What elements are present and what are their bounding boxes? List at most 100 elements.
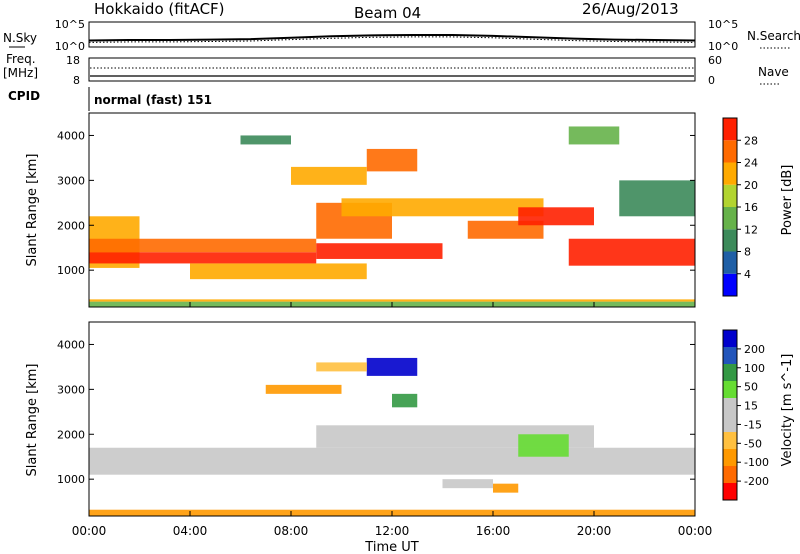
- colorbar-segment: [723, 483, 737, 500]
- scatter-band: [316, 243, 443, 259]
- colorbar-segment: [723, 330, 737, 347]
- colorbar-segment: [723, 162, 737, 185]
- x-axis-ticks: 00:00 04:00 08:00 12:00 16:00 20:00 00:00: [72, 302, 713, 538]
- noise-left-label: N.Sky: [3, 31, 37, 45]
- y-tick-label: 1000: [57, 473, 85, 486]
- noise-right-tick-high: 10^5: [708, 18, 738, 31]
- y-tick-label: 4000: [57, 338, 85, 351]
- noise-right-label: N.Search: [747, 29, 800, 43]
- cpid-panel: CPID normal (fast) 151: [8, 87, 212, 111]
- velocity-colorbar-label: Velocity [m s^-1]: [780, 354, 795, 467]
- scatter-band: [89, 447, 695, 475]
- colorbar-tick-label: -200: [744, 475, 769, 488]
- scatter-band: [366, 357, 418, 376]
- freq-right-tick-low: 0: [708, 74, 715, 87]
- colorbar-segment: [723, 466, 737, 483]
- colorbar-tick-label: 200: [744, 343, 765, 356]
- y-tick-label: 3000: [57, 383, 85, 396]
- freq-right-label: Nave: [758, 65, 789, 79]
- noise-trace: [88, 34, 696, 43]
- scatter-band: [291, 166, 367, 185]
- scatter-band: [392, 393, 418, 408]
- scatter-band: [493, 483, 519, 493]
- power-colorbar-label: Power [dB]: [780, 165, 795, 236]
- colorbar-segment: [723, 118, 737, 141]
- x-tick-label: 00:00: [678, 524, 713, 538]
- colorbar-segment: [723, 347, 737, 364]
- scatter-band: [240, 135, 291, 145]
- freq-left-label-1: Freq.: [6, 52, 36, 66]
- station-title: Hokkaido (fitACF): [94, 0, 225, 18]
- freq-panel: Freq. [MHz] 18 8 60 0 Nave: [3, 52, 789, 87]
- colorbar-segment: [723, 432, 737, 449]
- noise-panel-frame: [88, 21, 696, 48]
- scatter-band: [190, 263, 367, 280]
- x-tick-label: 16:00: [476, 524, 511, 538]
- scatter-band: [366, 148, 418, 172]
- colorbar-tick-label: 24: [744, 157, 758, 170]
- x-tick-label: 12:00: [375, 524, 410, 538]
- date-title: 26/Aug/2013: [582, 0, 679, 18]
- colorbar-segment: [723, 207, 737, 230]
- x-tick-label: 00:00: [72, 524, 107, 538]
- noise-left-tick-high: 10^5: [55, 18, 85, 31]
- freq-left-tick-high: 18: [66, 54, 80, 67]
- scatter-band: [89, 238, 317, 253]
- colorbar-tick-label: 50: [744, 381, 758, 394]
- y-tick-label: 4000: [57, 129, 85, 142]
- velocity-colorbar: 200 100 50 15 -15 -50 -100 -200: [722, 329, 769, 501]
- colorbar-segment: [723, 381, 737, 398]
- scatter-band: [619, 180, 695, 217]
- y-tick-label: 2000: [57, 428, 85, 441]
- colorbar-segment: [723, 364, 737, 381]
- power-colorbar: 4 8 12 16 20 24 28: [722, 117, 758, 297]
- colorbar-segment: [723, 229, 737, 252]
- scatter-band: [568, 126, 620, 145]
- velocity-y-axis-label: Slant Range [km]: [25, 364, 40, 477]
- y-tick-label: 3000: [57, 174, 85, 187]
- scatter-band: [568, 238, 695, 266]
- colorbar-tick-label: -100: [744, 456, 769, 469]
- colorbar-segment: [723, 184, 737, 207]
- x-tick-label: 08:00: [274, 524, 309, 538]
- colorbar-segment: [723, 140, 737, 163]
- colorbar-segment: [723, 449, 737, 466]
- scatter-band: [89, 252, 317, 264]
- x-tick-label: 20:00: [577, 524, 612, 538]
- scatter-band: [89, 299, 695, 302]
- x-tick-label: 04:00: [173, 524, 208, 538]
- beam-title: Beam 04: [354, 4, 421, 22]
- noise-left-tick-low: 10^0: [55, 40, 85, 53]
- scatter-band: [442, 479, 493, 489]
- colorbar-tick-label: 8: [744, 246, 751, 259]
- power-y-axis-label: Slant Range [km]: [25, 154, 40, 267]
- colorbar-tick-label: 15: [744, 400, 758, 413]
- x-axis-label: Time UT: [364, 540, 418, 554]
- colorbar-tick-label: 16: [744, 201, 758, 214]
- power-y-ticks: 1000 2000 3000 4000: [57, 129, 695, 277]
- noise-right-tick-low: 10^0: [708, 40, 738, 53]
- cpid-mode: normal (fast) 151: [94, 93, 212, 107]
- noise-search-line: [88, 36, 696, 43]
- y-tick-label: 1000: [57, 264, 85, 277]
- freq-panel-frame: [88, 57, 696, 82]
- freq-left-label-2: [MHz]: [3, 66, 38, 80]
- scatter-band: [518, 207, 594, 226]
- colorbar-tick-label: -15: [744, 418, 762, 431]
- scatter-band: [265, 384, 342, 394]
- colorbar-tick-label: 28: [744, 134, 758, 147]
- colorbar-segment: [723, 273, 737, 296]
- noise-panel: N.Sky 10^5 10^0 10^5 10^0 N.Search: [3, 18, 800, 53]
- scatter-band: [316, 362, 367, 372]
- cpid-label: CPID: [8, 89, 40, 103]
- freq-right-tick-high: 60: [708, 54, 722, 67]
- power-panel: 1000 2000 3000 4000 Slant Range [km] 4 8 12 16…: [25, 112, 795, 308]
- velocity-y-ticks: 1000 2000 3000 4000: [57, 338, 695, 486]
- colorbar-segment: [723, 415, 737, 432]
- scatter-band: [518, 434, 569, 457]
- colorbar-tick-label: -50: [744, 437, 762, 450]
- freq-left-tick-low: 8: [73, 74, 80, 87]
- colorbar-tick-label: 100: [744, 362, 765, 375]
- colorbar-tick-label: 12: [744, 223, 758, 236]
